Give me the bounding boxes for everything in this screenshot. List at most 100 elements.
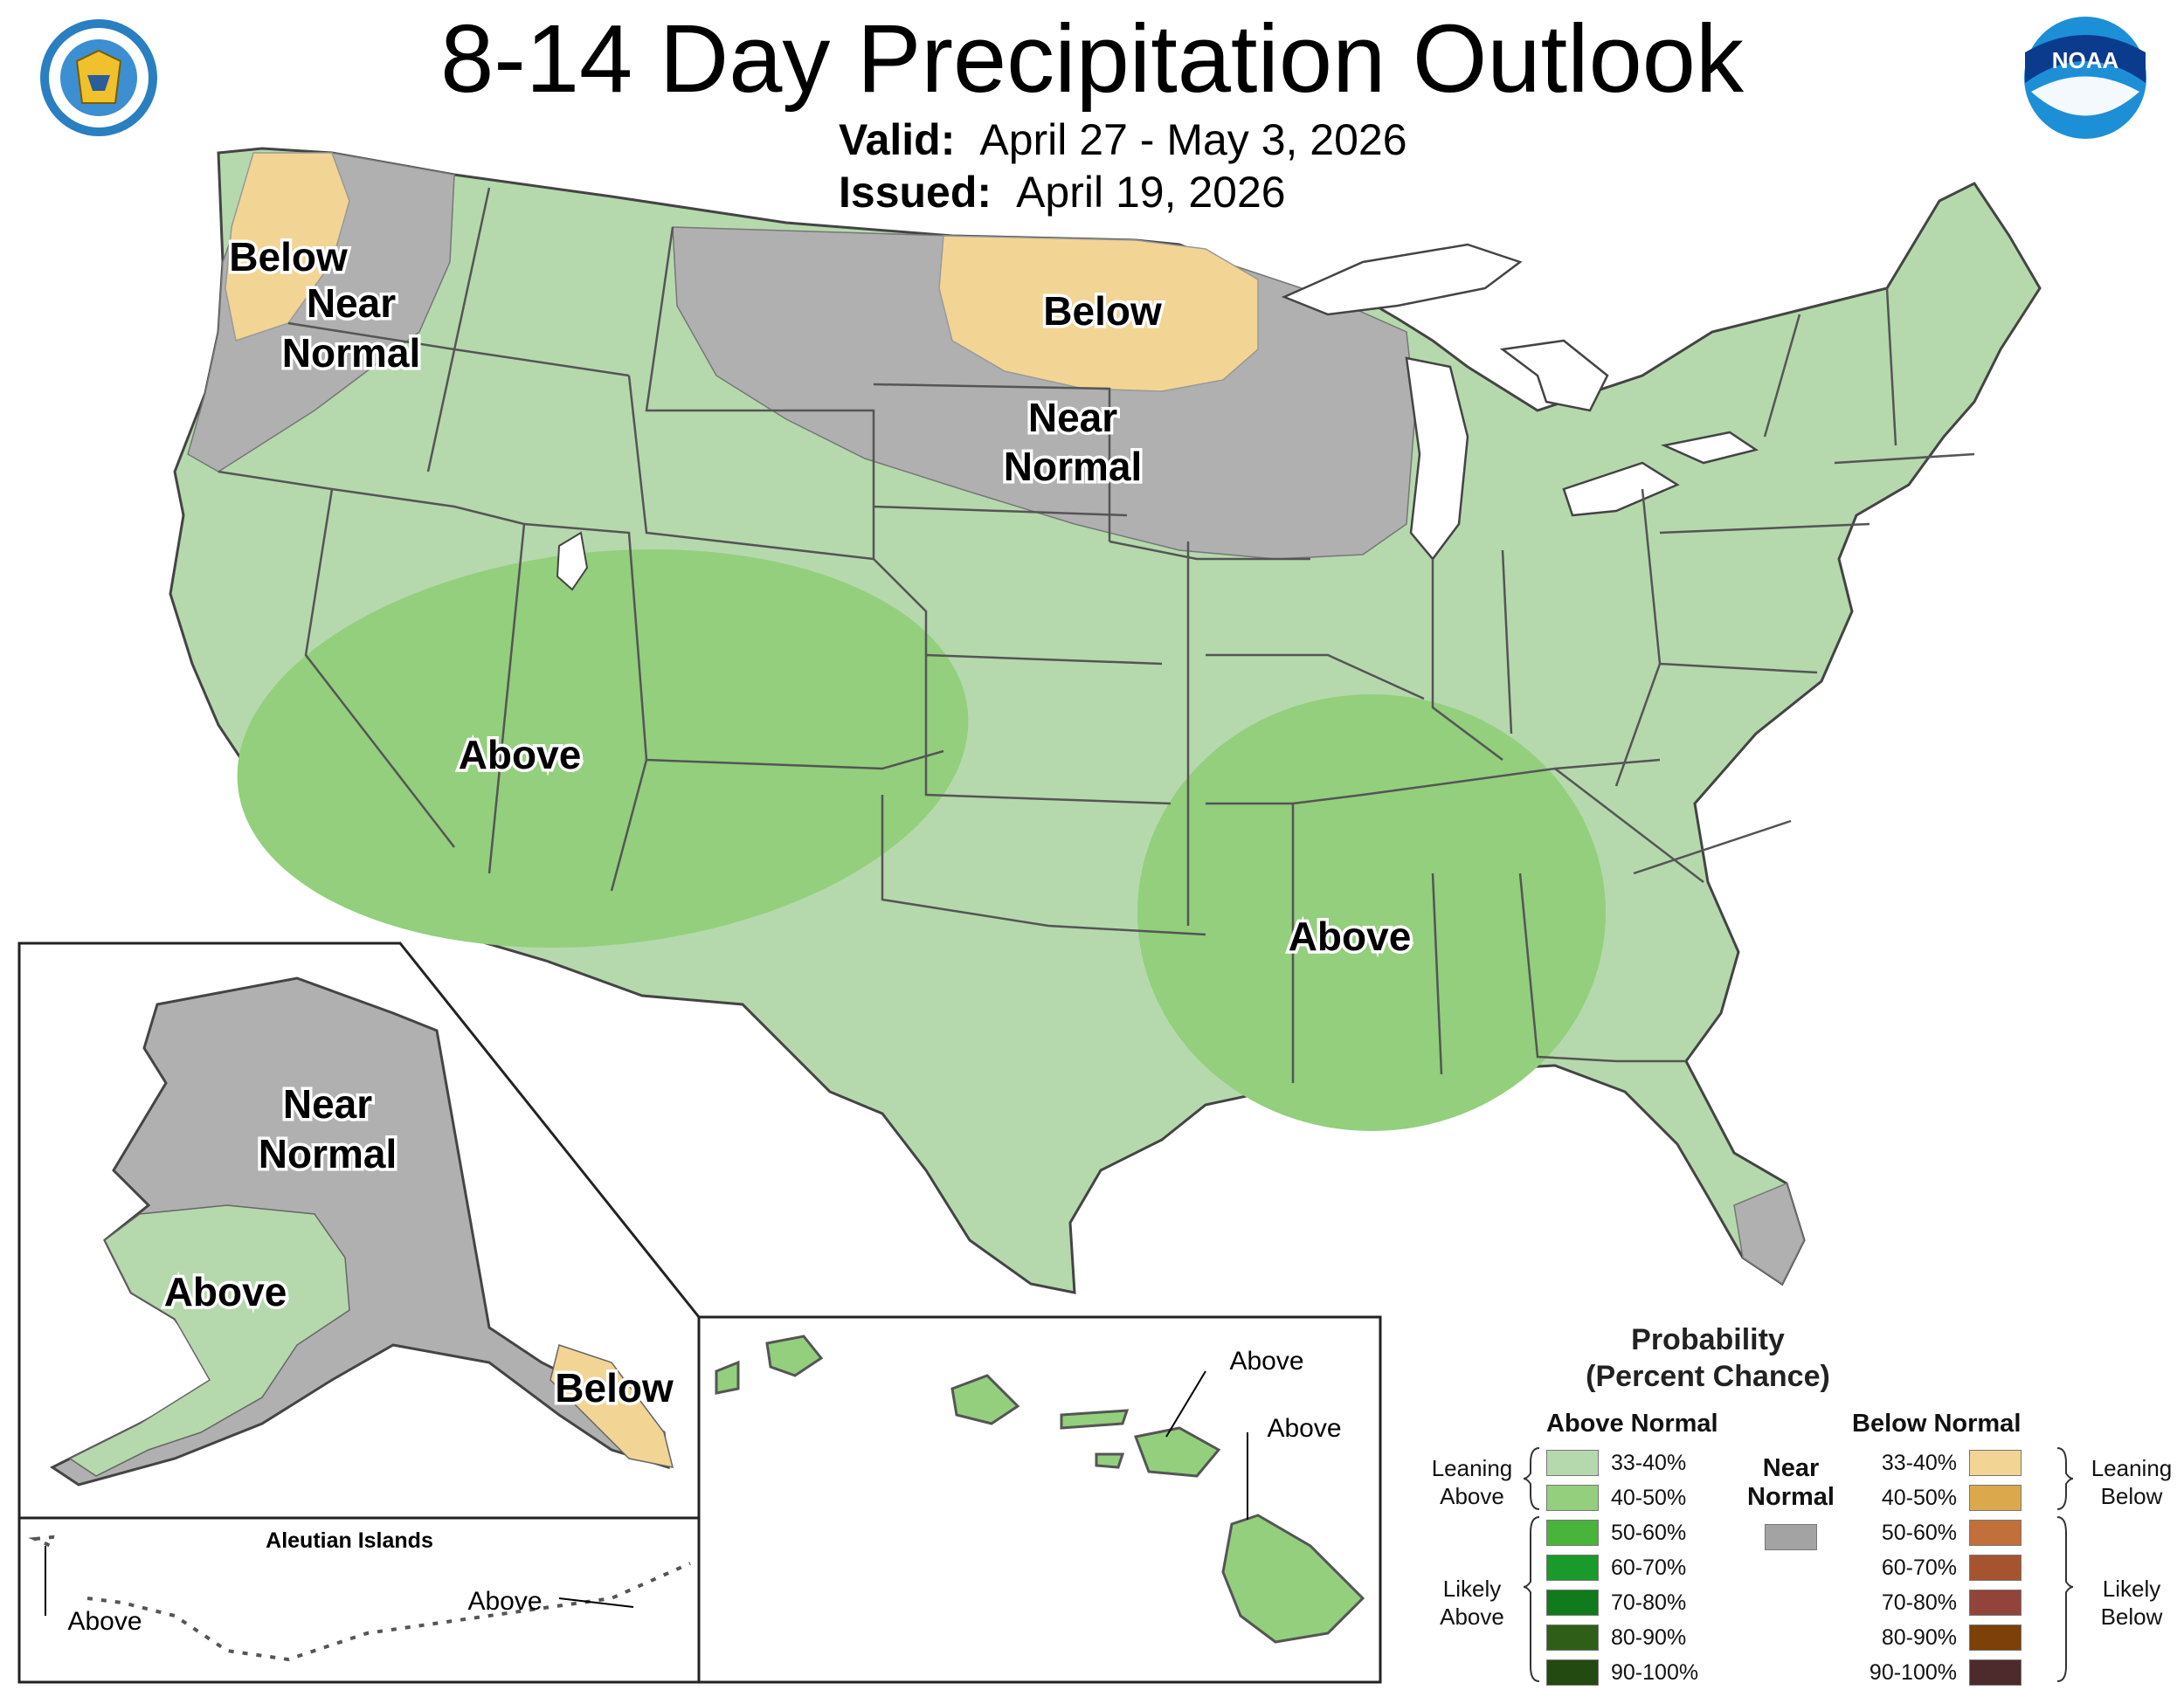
likely-below-line2: Below [2100, 1604, 2163, 1630]
below_rows-row: 33-40% [1852, 1445, 2022, 1480]
near-normal-swatch [1765, 1524, 1817, 1550]
above_rows-row: 50-60% [1546, 1515, 1716, 1550]
legend-title-2: (Percent Chance) [1586, 1360, 1830, 1393]
midwest-near-label: Near [1028, 395, 1117, 440]
above_rows-percent: 40-50% [1611, 1485, 1687, 1510]
below_rows-row: 60-70% [1852, 1550, 2022, 1585]
issued-date: April 19, 2026 [1016, 168, 1286, 217]
leaning-below-line1: Leaning [2091, 1455, 2173, 1481]
pnw-below-label: Below [229, 234, 348, 279]
noaa-logo: NOAA [2024, 17, 2146, 139]
valid-line: Valid: April 27 - May 3, 2026 [839, 114, 1407, 166]
below_rows-swatch [1969, 1590, 2022, 1616]
region-above-west [237, 548, 969, 948]
north-below-label: Below [1043, 288, 1162, 334]
leaning-above-line2: Above [1440, 1483, 1504, 1509]
below_rows-row: 40-50% [1852, 1480, 2022, 1515]
midwest-normal-label: Normal [1004, 444, 1142, 489]
valid-label: Valid: [839, 115, 956, 164]
below_rows-row: 90-100% [1852, 1655, 2022, 1690]
legend-near-normal: Near Normal [1738, 1454, 1843, 1550]
issued-line: Issued: April 19, 2026 [839, 166, 1286, 218]
great-salt-lake [556, 531, 589, 591]
near-normal-line1: Near [1762, 1454, 1820, 1482]
page-title: 8-14 Day Precipitation Outlook [440, 5, 1744, 113]
above_rows-swatch [1546, 1659, 1599, 1686]
pnw-normal-label: Normal [282, 330, 420, 376]
above_rows-swatch [1546, 1450, 1599, 1476]
above_rows-swatch [1546, 1485, 1599, 1511]
state-borders [218, 187, 1975, 1083]
legend-likely-below: Likely Below [2079, 1575, 2184, 1631]
legend-leaning-below: Leaning Below [2079, 1454, 2184, 1510]
legend-title-1: Probability [1631, 1323, 1785, 1356]
below_rows-swatch [1969, 1624, 2022, 1651]
legend-leaning-above: Leaning Above [1415, 1454, 1529, 1510]
alaska-normal-label: Normal [259, 1131, 397, 1176]
legend-likely-above: Likely Above [1415, 1575, 1529, 1631]
above_rows-swatch [1546, 1520, 1599, 1546]
below_rows-row: 80-90% [1852, 1620, 2022, 1655]
alaska-inset: Near Normal Above Below [17, 942, 701, 1520]
below_rows-percent: 50-60% [1881, 1520, 1957, 1545]
below_rows-swatch [1969, 1555, 2022, 1581]
likely-above-line1: Likely [1442, 1576, 1502, 1602]
alaska-above-region [68, 1204, 350, 1477]
below_rows-percent: 40-50% [1881, 1485, 1957, 1510]
below_rows-row: 70-80% [1852, 1585, 2022, 1620]
aleutian-inset: Aleutian Islands Above Above [17, 1516, 701, 1684]
pnw-near-label: Near [307, 280, 396, 326]
below_rows-percent: 70-80% [1881, 1590, 1957, 1615]
likely-below-line1: Likely [2102, 1576, 2161, 1602]
legend-brackets [1523, 1447, 2074, 1682]
region-below-north [938, 235, 1259, 392]
legend-below-heading: Below Normal [1852, 1410, 2022, 1438]
above_rows-percent: 90-100% [1611, 1659, 1699, 1685]
below_rows-row: 50-60% [1852, 1515, 2022, 1550]
above_rows-percent: 60-70% [1611, 1555, 1687, 1580]
above_rows-swatch [1546, 1624, 1599, 1651]
hawaii-inset: Above Above [697, 1315, 1382, 1684]
issued-label: Issued: [839, 168, 992, 217]
legend-above-scale: 33-40% 40-50% 50-60% 60-70% 70-80% 80-90% 90-1… [1546, 1445, 1716, 1690]
legend: Probability (Percent Chance) Above Norma… [1415, 1323, 2184, 1690]
south-above-label: Above [1289, 914, 1412, 959]
great-lakes [1281, 243, 1759, 562]
doc-seal-logo [40, 19, 157, 136]
alaska-above-label: Above [164, 1269, 287, 1314]
above_rows-swatch [1546, 1555, 1599, 1581]
west-above-label: Above [459, 732, 582, 777]
above_rows-row: 33-40% [1546, 1445, 1716, 1480]
below_rows-percent: 33-40% [1881, 1450, 1957, 1475]
below_rows-swatch [1969, 1520, 2022, 1546]
aleutian-title: Aleutian Islands [266, 1528, 433, 1553]
aleutian-above-1-label: Above [67, 1607, 142, 1636]
below_rows-swatch [1969, 1450, 2022, 1476]
leaning-below-line2: Below [2100, 1483, 2163, 1509]
above_rows-percent: 33-40% [1611, 1450, 1687, 1475]
above_rows-percent: 70-80% [1611, 1590, 1687, 1615]
leaning-above-line1: Leaning [1431, 1455, 1513, 1481]
below_rows-percent: 80-90% [1881, 1624, 1957, 1650]
alaska-below-label: Below [555, 1365, 674, 1411]
legend-above-heading: Above Normal [1546, 1410, 1718, 1438]
below_rows-percent: 60-70% [1881, 1555, 1957, 1580]
above_rows-row: 80-90% [1546, 1620, 1716, 1655]
above_rows-row: 60-70% [1546, 1550, 1716, 1585]
likely-above-line2: Above [1440, 1604, 1504, 1630]
near-normal-line2: Normal [1747, 1483, 1835, 1511]
above_rows-row: 90-100% [1546, 1655, 1716, 1690]
hawaii-above-1-label: Above [1229, 1347, 1303, 1376]
above_rows-swatch [1546, 1590, 1599, 1616]
legend-below-scale: 33-40% 40-50% 50-60% 60-70% 70-80% 80-90% 90-1… [1852, 1445, 2022, 1690]
region-above-south [1137, 694, 1606, 1131]
region-near-normal-fl [1733, 1182, 1805, 1286]
aleutian-above-2-label: Above [467, 1587, 542, 1616]
above_rows-percent: 50-60% [1611, 1520, 1687, 1545]
alaska-below-region [549, 1344, 674, 1468]
above_rows-row: 70-80% [1546, 1585, 1716, 1620]
valid-dates: April 27 - May 3, 2026 [979, 115, 1407, 164]
noaa-logo-text: NOAA [2052, 47, 2119, 73]
below_rows-swatch [1969, 1485, 2022, 1511]
